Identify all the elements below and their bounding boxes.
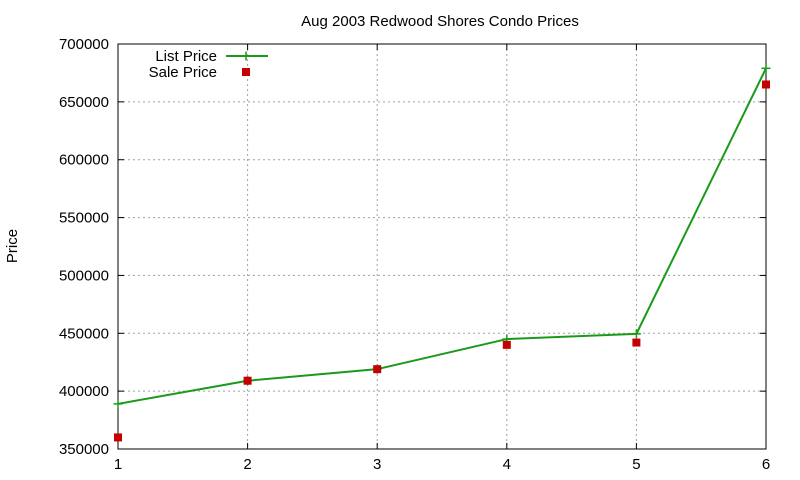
axes: 1 2 3 4 5 6 350000 400000 450000 500000 550000 6000…: [59, 36, 770, 473]
series-list-price: [113, 63, 771, 409]
y-tick-label: 700000: [59, 36, 109, 53]
y-tick-label: 450000: [59, 325, 109, 342]
data-point: [762, 80, 770, 89]
y-tick-label: 650000: [59, 94, 109, 111]
grid: [118, 44, 766, 449]
chart-title: Aug 2003 Redwood Shores Condo Prices: [301, 13, 579, 30]
x-tick-label: 1: [114, 456, 122, 473]
data-point: [113, 399, 123, 409]
y-tick-label: 350000: [59, 441, 109, 458]
y-tick-label: 400000: [59, 383, 109, 400]
series-sale-price: [114, 80, 770, 442]
x-tick-label: 2: [243, 456, 251, 473]
x-tick-label: 3: [373, 456, 381, 473]
plot-frame: [117, 43, 767, 450]
data-point: [243, 376, 252, 385]
data-point: [761, 63, 771, 73]
data-point: [631, 329, 641, 339]
legend-marker: [242, 68, 250, 76]
y-tick-label: 600000: [59, 152, 109, 169]
data-point: [114, 433, 122, 442]
legend-marker: [241, 51, 251, 61]
y-tick-label: 500000: [59, 267, 109, 284]
y-tick-label: 550000: [59, 210, 109, 227]
y-axis-label: Price: [4, 229, 21, 263]
x-tick-label: 4: [503, 456, 511, 473]
x-tick-label: 6: [762, 456, 770, 473]
data-point: [502, 340, 511, 349]
data-point: [632, 338, 641, 347]
plot-area: [113, 63, 771, 442]
legend-label: List Price: [155, 48, 217, 65]
legend-label: Sale Price: [149, 64, 217, 81]
x-tick-label: 5: [632, 456, 640, 473]
series-line: [117, 67, 767, 405]
data-point: [373, 365, 382, 374]
